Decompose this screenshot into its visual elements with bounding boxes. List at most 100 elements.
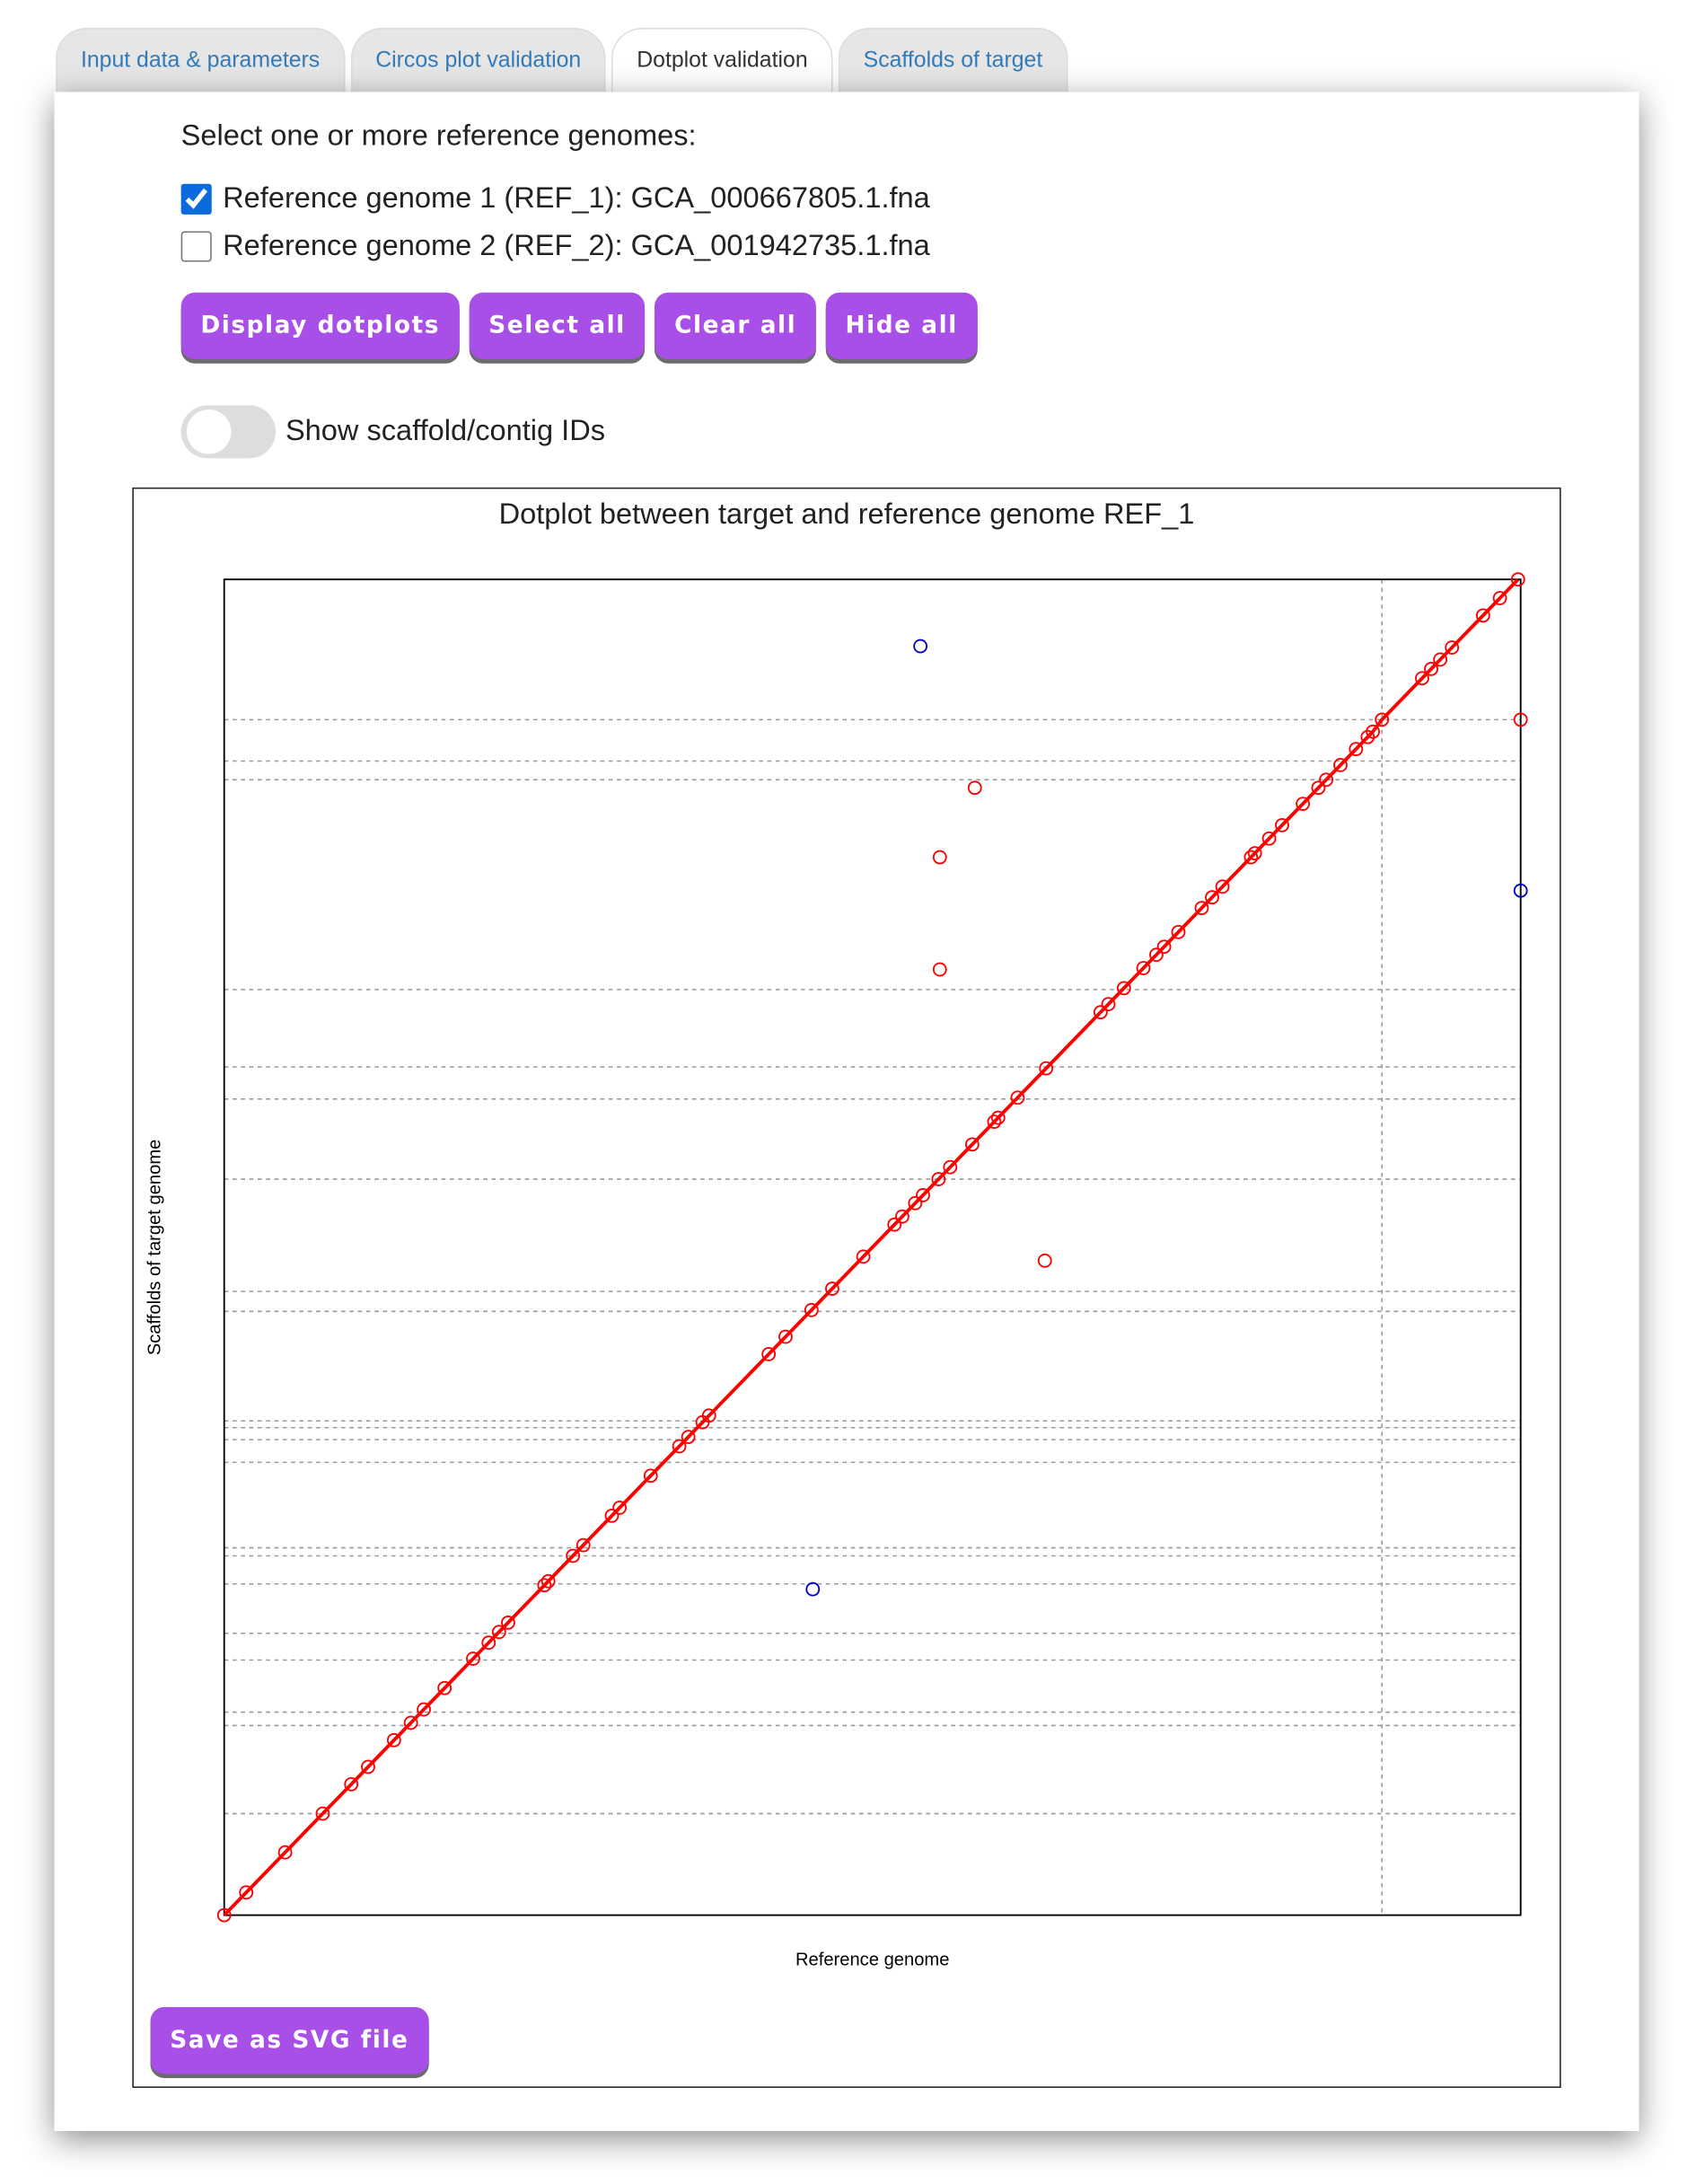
tab[interactable]: Dotplot validation <box>611 28 833 92</box>
chart-frame: Dotplot between target and reference gen… <box>132 487 1561 2088</box>
point <box>1513 883 1528 898</box>
point <box>1360 729 1375 744</box>
point <box>1333 758 1348 772</box>
point <box>417 1702 431 1717</box>
point <box>315 1806 330 1821</box>
point <box>1037 1253 1052 1268</box>
point <box>681 1430 696 1445</box>
point <box>990 1110 1006 1125</box>
point <box>805 1581 821 1597</box>
point <box>1116 981 1131 996</box>
point <box>466 1651 480 1666</box>
x-axis-label: Reference genome <box>795 1950 949 1969</box>
point <box>804 1302 819 1317</box>
point <box>967 780 982 796</box>
button[interactable]: Select all <box>469 292 646 360</box>
save-button[interactable]: Save as SVG file <box>150 2006 429 2074</box>
point <box>239 1885 254 1900</box>
point <box>943 1159 958 1175</box>
point <box>1010 1090 1025 1105</box>
point <box>964 1137 980 1152</box>
point <box>386 1732 401 1748</box>
point <box>913 638 928 654</box>
point <box>1415 671 1429 686</box>
point <box>612 1501 628 1515</box>
panel <box>54 92 1639 2132</box>
point <box>643 1468 658 1484</box>
point <box>895 1209 910 1224</box>
point <box>1101 997 1116 1012</box>
tab-bar: Input data & parameters Circos plot valid… <box>56 28 1068 92</box>
point <box>491 1625 506 1640</box>
point <box>540 1573 556 1589</box>
point <box>576 1537 591 1553</box>
chart-title: Dotplot between target and reference gen… <box>499 498 1195 530</box>
point <box>1093 1005 1108 1020</box>
point <box>1433 652 1448 667</box>
point <box>1136 961 1151 975</box>
point <box>1205 890 1219 905</box>
reference-option[interactable]: Reference genome 1 (REF_1): GCA_00066780… <box>180 182 930 216</box>
point <box>672 1439 687 1454</box>
point <box>987 1114 1002 1130</box>
point <box>403 1715 418 1730</box>
point <box>1039 1061 1054 1076</box>
switch-knob <box>186 409 232 454</box>
checkbox[interactable] <box>180 183 212 215</box>
point <box>1149 947 1164 963</box>
checkbox[interactable] <box>180 231 212 262</box>
point <box>1475 608 1490 623</box>
point <box>361 1759 375 1774</box>
toggle[interactable]: Show scaffold/contig IDs <box>180 405 606 459</box>
point <box>344 1776 359 1792</box>
tab[interactable]: Scaffolds of target <box>838 28 1068 92</box>
point <box>932 850 947 865</box>
switch[interactable] <box>180 405 277 459</box>
button[interactable]: Clear all <box>655 292 816 360</box>
reference-option[interactable]: Reference genome 2 (REF_2): GCA_00194273… <box>180 229 930 263</box>
point <box>604 1508 620 1523</box>
point <box>1296 797 1311 812</box>
point <box>481 1635 496 1651</box>
point <box>437 1680 453 1695</box>
prompt: Select one or more reference genomes: <box>180 119 697 153</box>
point <box>1375 712 1390 727</box>
point <box>778 1329 793 1344</box>
point <box>931 1172 946 1186</box>
tab[interactable]: Input data & parameters <box>56 28 346 92</box>
point <box>761 1347 777 1361</box>
point <box>1366 724 1380 739</box>
plot-frame <box>223 578 1522 1916</box>
point <box>501 1615 515 1630</box>
tab[interactable]: Circos plot validation <box>350 28 607 92</box>
point <box>1445 640 1460 655</box>
point <box>1156 939 1172 955</box>
point <box>566 1548 581 1563</box>
point <box>908 1195 923 1211</box>
point <box>1492 591 1507 605</box>
point <box>916 1188 930 1202</box>
point <box>1513 712 1528 727</box>
button[interactable]: Hide all <box>825 292 978 360</box>
point <box>1261 831 1277 846</box>
alignment-line <box>223 577 1520 1916</box>
point <box>887 1217 902 1232</box>
point <box>537 1578 552 1593</box>
point <box>825 1281 839 1296</box>
chart: Dotplot between target and reference gen… <box>145 498 1528 1969</box>
point <box>216 1907 232 1923</box>
toggle-label: Show scaffold/contig IDs <box>285 415 606 447</box>
point <box>277 1845 293 1860</box>
button[interactable]: Display dotplots <box>180 292 460 360</box>
point <box>701 1408 716 1423</box>
point <box>1275 817 1289 832</box>
point <box>856 1249 871 1264</box>
y-axis-label: Scaffolds of target genome <box>145 1140 164 1356</box>
point <box>1247 846 1262 861</box>
point <box>1215 879 1230 894</box>
reference-label: Reference genome 2 (REF_2): GCA_00194273… <box>223 229 930 262</box>
point <box>1319 772 1334 788</box>
point <box>1349 742 1364 757</box>
point <box>1510 572 1525 587</box>
